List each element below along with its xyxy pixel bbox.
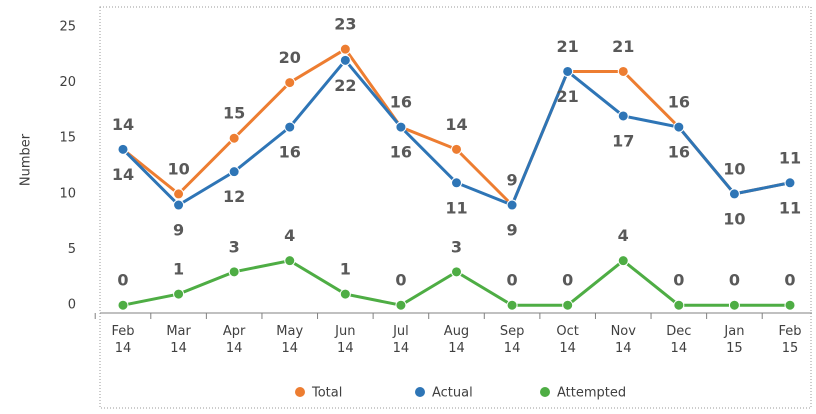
y-tick-label: 25	[59, 19, 76, 34]
point	[673, 299, 685, 311]
point	[728, 188, 740, 200]
legend-label: Attempted	[557, 386, 626, 401]
data-label: 0	[507, 271, 518, 290]
x-tick-label: Oct 14	[556, 324, 578, 356]
point	[617, 110, 629, 122]
y-axis-label: Number	[19, 133, 34, 186]
data-label: 3	[229, 237, 240, 256]
data-label: 10	[723, 209, 745, 228]
point	[117, 299, 129, 311]
point	[284, 77, 296, 89]
point	[173, 288, 185, 300]
point	[395, 299, 407, 311]
x-tick-label: Jun 14	[334, 324, 355, 356]
data-label: 16	[390, 143, 412, 162]
data-label: 15	[223, 104, 245, 123]
data-label: 4	[618, 226, 629, 245]
point	[451, 177, 462, 189]
y-tick-label: 0	[68, 298, 76, 313]
data-label: 16	[279, 143, 301, 162]
y-tick-label: 15	[59, 131, 76, 146]
data-label: 16	[390, 93, 412, 112]
x-tick-label: Aug 14	[444, 324, 469, 356]
data-label: 0	[673, 271, 684, 290]
point	[451, 266, 462, 278]
point	[173, 199, 185, 211]
legend-marker	[295, 387, 305, 397]
point	[451, 143, 462, 155]
point	[784, 299, 796, 311]
data-label: 9	[173, 221, 184, 240]
y-tick-label: 5	[68, 242, 76, 257]
point	[506, 299, 518, 311]
point	[284, 255, 296, 267]
point	[284, 121, 296, 133]
plot-frame	[99, 6, 812, 409]
point	[784, 177, 796, 189]
data-label: 11	[779, 148, 801, 167]
legend-label: Actual	[432, 386, 473, 401]
legend-marker	[540, 387, 550, 397]
point	[617, 65, 629, 77]
data-label: 16	[668, 93, 690, 112]
data-label: 1	[340, 260, 351, 279]
x-tick-label: Nov 14	[611, 324, 637, 356]
data-label: 10	[167, 159, 189, 178]
point	[617, 255, 629, 267]
x-tick-label: Apr 14	[223, 324, 246, 356]
x-tick-label: Jul 14	[392, 324, 409, 356]
point	[339, 54, 351, 66]
point	[562, 299, 574, 311]
point	[395, 121, 407, 133]
data-label: 14	[112, 165, 134, 184]
point	[339, 288, 351, 300]
x-tick-label: Sep 14	[500, 324, 525, 356]
x-tick-label: Feb 14	[111, 324, 134, 356]
data-label: 1	[173, 260, 184, 279]
point	[228, 266, 240, 278]
legend-marker	[415, 387, 425, 397]
x-tick-label: May 14	[276, 324, 303, 356]
data-label: 21	[557, 87, 579, 106]
data-label: 4	[284, 226, 295, 245]
y-tick-label: 20	[59, 75, 76, 90]
x-tick-label: Dec 14	[666, 324, 691, 356]
point	[173, 188, 185, 200]
data-label: 0	[395, 271, 406, 290]
data-label: 11	[445, 198, 467, 217]
x-tick-label: Mar 14	[166, 324, 191, 356]
point	[228, 166, 240, 178]
point	[506, 199, 518, 211]
data-label: 0	[562, 271, 573, 290]
data-label: 0	[729, 271, 740, 290]
data-label: 12	[223, 187, 245, 206]
point	[339, 43, 351, 55]
data-label: 22	[334, 76, 356, 95]
data-label: 14	[445, 115, 467, 134]
data-label: 21	[557, 37, 579, 56]
point	[228, 132, 240, 144]
point	[673, 121, 685, 133]
legend-label: Total	[311, 386, 342, 401]
data-label: 23	[334, 15, 356, 34]
data-label: 10	[723, 159, 745, 178]
data-label: 14	[112, 115, 134, 134]
x-tick-label: Feb 15	[778, 324, 801, 356]
x-tick-label: Jan 15	[723, 324, 744, 356]
data-label: 3	[451, 237, 462, 256]
data-label: 11	[779, 198, 801, 217]
data-label: 20	[279, 48, 301, 67]
data-label: 0	[117, 271, 128, 290]
data-label: 17	[612, 131, 634, 150]
point	[562, 65, 574, 77]
point	[117, 143, 129, 155]
y-tick-label: 10	[59, 186, 76, 201]
data-label: 9	[507, 171, 518, 190]
data-label: 0	[784, 271, 795, 290]
data-label: 16	[668, 143, 690, 162]
data-label: 9	[507, 221, 518, 240]
point	[728, 299, 740, 311]
data-label: 21	[612, 37, 634, 56]
